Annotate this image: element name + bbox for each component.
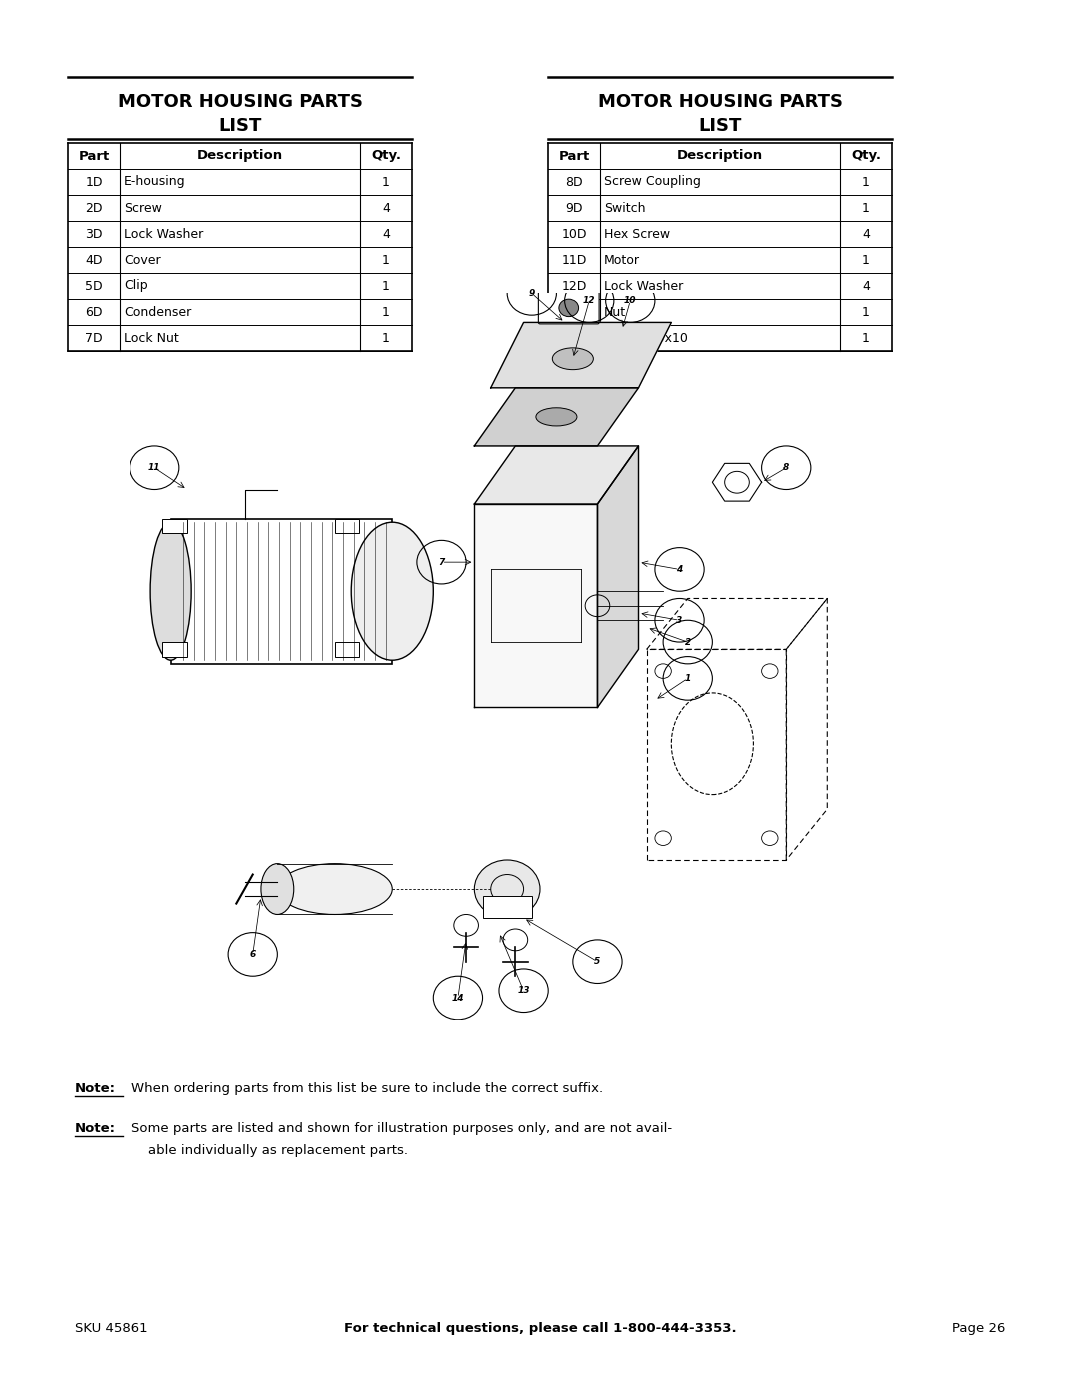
Text: 11D: 11D [562,253,586,267]
Text: Condenser: Condenser [124,306,191,319]
Text: 1: 1 [862,306,869,319]
Text: Screw: Screw [124,201,162,215]
Bar [483,897,531,918]
Bar [335,518,360,534]
Text: 13D: 13D [562,306,586,319]
Text: 12D: 12D [562,279,586,292]
Text: 1: 1 [862,331,869,345]
Text: 3: 3 [676,616,683,624]
Text: Some parts are listed and shown for illustration purposes only, and are not avai: Some parts are listed and shown for illu… [131,1122,672,1134]
Text: 13: 13 [517,986,530,995]
Text: 4: 4 [862,228,869,240]
Text: 9: 9 [529,289,535,298]
Text: 9D: 9D [565,201,583,215]
Text: Lock Nut: Lock Nut [124,331,179,345]
Text: E-housing: E-housing [124,176,186,189]
Text: 1: 1 [685,673,691,683]
Text: 4: 4 [382,228,390,240]
Polygon shape [474,504,597,707]
Text: Page 26: Page 26 [951,1322,1005,1336]
Text: 4: 4 [676,564,683,574]
Text: Lock Washer: Lock Washer [124,228,203,240]
Text: 7: 7 [438,557,445,567]
Polygon shape [474,446,638,504]
Ellipse shape [552,348,593,370]
Text: Qty.: Qty. [851,149,881,162]
Text: 1D: 1D [85,176,103,189]
Text: 14D: 14D [562,331,586,345]
Ellipse shape [150,522,191,661]
Text: MOTOR HOUSING PARTS: MOTOR HOUSING PARTS [118,94,363,110]
Text: 8: 8 [783,464,789,472]
Text: 7D: 7D [85,331,103,345]
Text: 12: 12 [583,296,595,305]
Text: LIST: LIST [218,117,261,136]
Bar [171,518,392,664]
Text: 5: 5 [594,957,600,967]
Text: Screw Coupling: Screw Coupling [604,176,701,189]
Bar [162,643,187,657]
Polygon shape [474,388,638,446]
Text: 5D: 5D [85,279,103,292]
Bar [335,643,360,657]
Circle shape [558,299,579,317]
Polygon shape [597,446,638,707]
Text: 1: 1 [382,279,390,292]
Text: For technical questions, please call 1-800-444-3353.: For technical questions, please call 1-8… [343,1322,737,1336]
Text: 10D: 10D [562,228,586,240]
Text: 14: 14 [451,993,464,1003]
Text: 1: 1 [382,176,390,189]
FancyBboxPatch shape [538,292,599,324]
Text: Note:: Note: [75,1122,116,1134]
Text: 1: 1 [382,331,390,345]
Bar [162,518,187,534]
Text: When ordering parts from this list be sure to include the correct suffix.: When ordering parts from this list be su… [131,1083,603,1095]
Ellipse shape [261,863,294,915]
Polygon shape [490,323,672,388]
Text: Screw M5x10: Screw M5x10 [604,331,688,345]
Text: Switch: Switch [604,201,646,215]
Text: 10: 10 [624,296,636,305]
Text: Hex Screw: Hex Screw [604,228,670,240]
Text: Description: Description [677,149,764,162]
Text: Motor: Motor [604,253,640,267]
Text: 1: 1 [862,253,869,267]
Text: Cover: Cover [124,253,161,267]
Text: 4: 4 [862,279,869,292]
Text: 11: 11 [148,464,161,472]
Text: 4D: 4D [85,253,103,267]
Text: Note:: Note: [75,1083,116,1095]
Text: Clip: Clip [124,279,148,292]
Text: 1: 1 [862,176,869,189]
Text: 6D: 6D [85,306,103,319]
Text: 4: 4 [382,201,390,215]
Text: Description: Description [197,149,283,162]
Text: Part: Part [79,149,110,162]
Text: Qty.: Qty. [372,149,401,162]
Text: Part: Part [558,149,590,162]
Text: MOTOR HOUSING PARTS: MOTOR HOUSING PARTS [597,94,842,110]
Text: 2: 2 [685,637,691,647]
Text: 2D: 2D [85,201,103,215]
Text: LIST: LIST [699,117,742,136]
Text: 3D: 3D [85,228,103,240]
Ellipse shape [351,522,433,661]
Text: Lock Washer: Lock Washer [604,279,684,292]
Text: 1: 1 [862,201,869,215]
Ellipse shape [278,863,392,915]
Circle shape [474,861,540,918]
Text: SKU 45861: SKU 45861 [75,1322,148,1336]
Ellipse shape [536,408,577,426]
Text: able individually as replacement parts.: able individually as replacement parts. [148,1144,408,1157]
Text: 8D: 8D [565,176,583,189]
Text: 1: 1 [382,253,390,267]
Text: 6: 6 [249,950,256,958]
Text: 1: 1 [382,306,390,319]
Text: Nut: Nut [604,306,626,319]
